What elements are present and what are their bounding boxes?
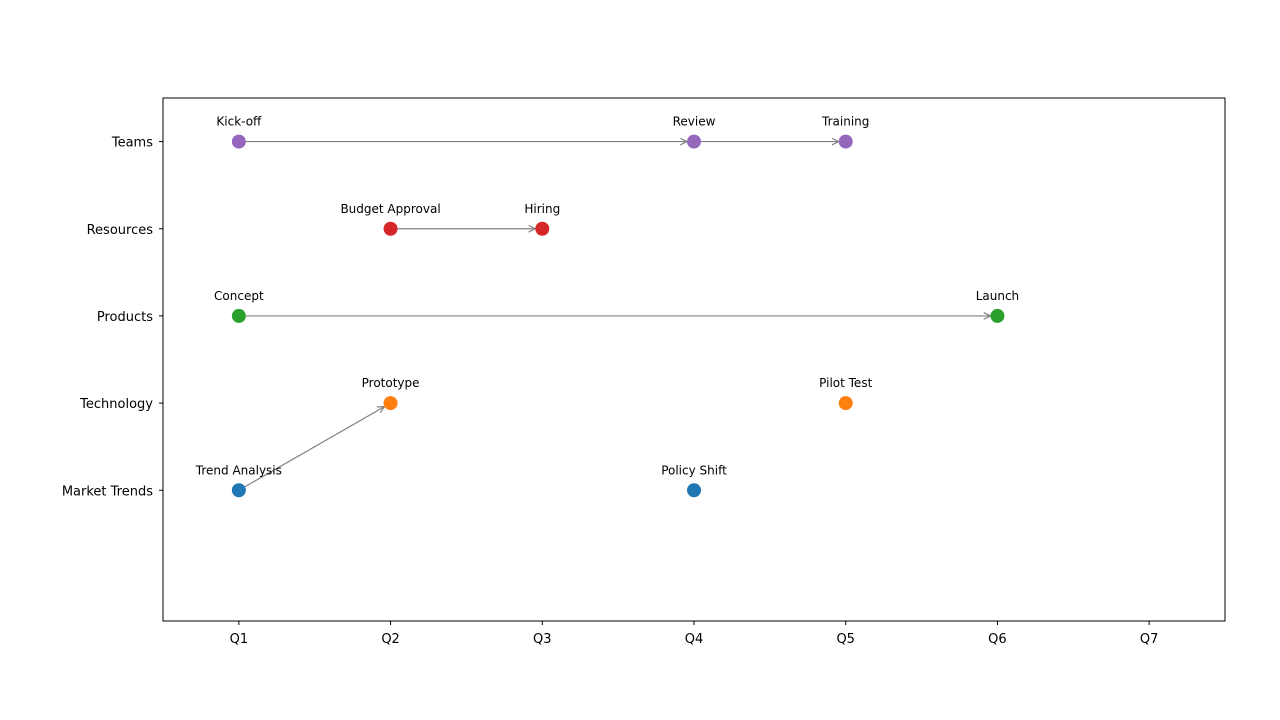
event-marker [231,308,246,323]
y-tick-label: Products [97,310,153,325]
event-label: Trend Analysis [195,463,282,477]
event-label: Kick-off [216,115,262,129]
event-label: Concept [214,289,264,303]
event-marker [383,396,398,411]
y-tick-label: Resources [87,223,154,238]
plot-area-frame [162,97,1226,622]
x-tick-label: Q7 [1140,632,1159,647]
y-tick-label: Technology [79,397,153,412]
event-marker [383,221,398,236]
event-label: Review [673,115,716,129]
event-label: Pilot Test [819,376,872,390]
event-marker [535,221,550,236]
x-tick-label: Q6 [988,632,1007,647]
event-label: Hiring [524,202,560,216]
x-tick-label: Q3 [533,632,552,647]
x-tick-label: Q4 [685,632,704,647]
point-labels-layer: Trend Analysis Policy Shift Prototype Pilot… [195,115,1019,478]
connection-arrow [244,407,385,488]
event-label: Launch [976,289,1019,303]
y-tick-label: Market Trends [62,484,153,499]
y-axis: Market Trends Technology Products Resources… [62,136,163,499]
event-marker [687,134,701,149]
event-label: Training [821,115,869,129]
event-marker [990,308,1005,323]
event-marker [838,134,853,149]
event-marker [687,483,701,498]
arrows-layer [244,142,991,488]
points-layer [231,134,1005,498]
y-tick-label: Teams [111,136,153,151]
x-tick-label: Q2 [381,632,400,647]
event-label: Budget Approval [340,202,440,216]
x-tick-label: Q5 [836,632,855,647]
event-marker [231,483,246,498]
event-marker [231,134,246,149]
event-marker [838,396,853,411]
x-axis: Q1 Q2 Q3 Q4 Q5 Q6 Q7 [230,621,1159,647]
x-tick-label: Q1 [230,632,249,647]
event-label: Policy Shift [661,463,727,477]
event-label: Prototype [362,376,420,390]
